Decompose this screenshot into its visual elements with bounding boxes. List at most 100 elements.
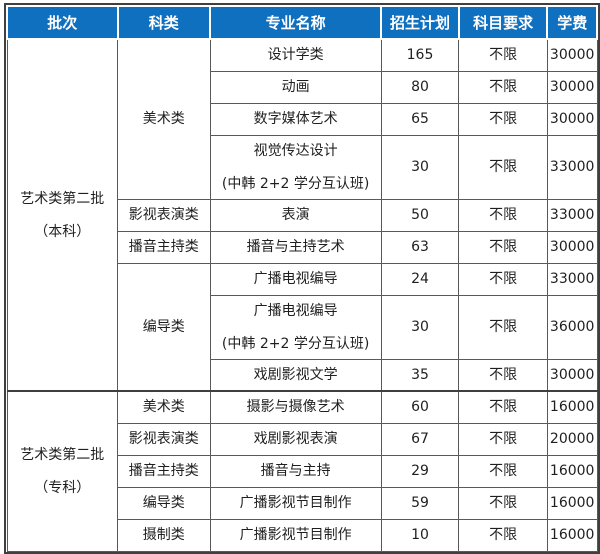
plan-cell-text: 35 [411, 366, 429, 383]
tuition-cell-text: 30000 [549, 79, 595, 95]
plan-cell: 63 [380, 230, 460, 264]
subject-req-cell-text: 不限 [489, 431, 518, 447]
category-cell-text: 影视表演类 [128, 431, 199, 447]
tuition-cell: 16000 [546, 390, 598, 424]
tuition-cell-text: 20000 [549, 431, 595, 447]
category-cell: 影视表演类 [117, 198, 211, 232]
major-cell: 摄影与摄像艺术 [209, 390, 382, 424]
header-batch: 批次 [6, 5, 119, 40]
plan-cell: 65 [380, 102, 460, 136]
major-cell: 戏剧影视文学 [209, 358, 382, 392]
major-cell: 动画 [209, 70, 382, 104]
plan-cell-text: 30 [411, 159, 429, 175]
plan-cell-text: 30 [411, 319, 429, 335]
major-cell: 广播电视编导 [209, 262, 382, 296]
category-cell: 美术类 [117, 390, 211, 424]
tuition-cell: 30000 [546, 38, 598, 72]
plan-cell: 29 [380, 454, 460, 488]
plan-cell: 10 [380, 518, 460, 552]
tuition-cell: 16000 [546, 454, 598, 488]
major-cell-text: 广播影视节目制作 [239, 527, 352, 543]
tuition-cell-text: 33000 [549, 207, 595, 223]
subject-req-cell: 不限 [458, 454, 548, 488]
category-cell-text: 美术类 [142, 111, 185, 128]
tuition-cell: 16000 [546, 518, 598, 552]
category-cell: 摄制类 [117, 518, 211, 552]
plan-cell-text: 165 [406, 47, 434, 64]
subject-req-cell-text: 不限 [489, 47, 518, 64]
tuition-cell-text: 16000 [549, 399, 595, 416]
subject-req-cell-text: 不限 [489, 271, 518, 287]
major-cell: 设计学类 [209, 38, 382, 72]
tuition-cell-text: 30000 [549, 47, 595, 64]
major-cell: 播音与主持 [209, 454, 382, 488]
plan-cell-text: 10 [411, 527, 429, 543]
tuition-cell: 20000 [546, 422, 598, 456]
admissions-table-grid: 批次 科类 专业名称 招生计划 科目要求 学费 艺术类第二批 （本科） 美术类 设计学… [6, 5, 598, 552]
category-cell-text: 编导类 [142, 318, 185, 335]
header-category: 科类 [116, 5, 212, 40]
subject-req-cell: 不限 [458, 230, 548, 264]
tuition-cell-text: 33000 [549, 271, 595, 287]
category-cell-text: 播音主持类 [128, 463, 199, 479]
major-cell-text: (中韩 2+2 学分互认班) [221, 335, 370, 352]
table-body: 艺术类第二批 （本科） 美术类 设计学类 165 不限 30000 动画 80 不限 30000 数字… [6, 38, 598, 552]
plan-cell-text: 80 [411, 79, 429, 95]
subject-req-cell-text: 不限 [489, 239, 518, 255]
tuition-cell-text: 30000 [549, 366, 595, 383]
subject-req-cell: 不限 [458, 70, 548, 104]
plan-cell-text: 60 [411, 399, 429, 416]
tuition-cell: 30000 [546, 102, 598, 136]
plan-cell-text: 24 [411, 271, 429, 287]
plan-cell-text: 59 [411, 495, 429, 511]
subject-req-cell: 不限 [458, 198, 548, 232]
major-cell-text: 摄影与摄像艺术 [246, 399, 345, 416]
category-cell: 美术类 [117, 38, 211, 200]
major-cell-text: 戏剧影视文学 [253, 366, 338, 383]
tuition-cell: 36000 [546, 294, 598, 360]
category-cell-text: 摄制类 [142, 527, 185, 543]
tuition-cell-text: 30000 [549, 111, 595, 127]
subject-req-cell-text: 不限 [489, 366, 518, 383]
header-tuition: 学费 [546, 5, 598, 40]
tuition-cell-text: 16000 [549, 495, 595, 511]
tuition-cell: 30000 [546, 230, 598, 264]
subject-req-cell-text: 不限 [489, 463, 518, 479]
subject-req-cell: 不限 [458, 486, 548, 520]
plan-cell: 35 [380, 358, 460, 392]
category-cell: 播音主持类 [117, 454, 211, 488]
category-cell: 影视表演类 [117, 422, 211, 456]
batch-cell: 艺术类第二批 （本科） [6, 38, 118, 392]
tuition-cell: 33000 [546, 262, 598, 296]
subject-req-cell: 不限 [458, 262, 548, 296]
table-row: 视觉传达设计 (中韩 2+2 学分互认班) 30 不限 33000 [7, 134, 598, 200]
tuition-cell: 33000 [546, 134, 598, 200]
tuition-cell: 16000 [546, 486, 598, 520]
plan-cell: 60 [380, 390, 460, 424]
table-row: 艺术类第二批 （本科） 美术类 设计学类 165 不限 30000 [6, 38, 598, 392]
subject-req-cell: 不限 [458, 422, 548, 456]
plan-cell: 50 [380, 198, 460, 232]
tuition-cell-text: 16000 [549, 527, 595, 543]
major-cell: 广播电视编导 (中韩 2+2 学分互认班) [209, 294, 382, 360]
table-row: 动画 80 不限 30000 [7, 70, 598, 104]
table-row: 数字媒体艺术 65 不限 30000 [7, 102, 598, 136]
category-cell-text: 美术类 [142, 399, 185, 416]
table-row: 戏剧影视文学 35 不限 30000 [7, 358, 598, 392]
plan-cell: 24 [380, 262, 460, 296]
subject-req-cell: 不限 [458, 518, 548, 552]
batch-cell-text: （本科） [34, 223, 91, 240]
table-row: 播音主持类 播音与主持 29 不限 16000 [7, 454, 598, 488]
tuition-cell: 30000 [546, 358, 598, 392]
major-cell-text: 播音与主持艺术 [246, 239, 345, 255]
admissions-table: 批次 科类 专业名称 招生计划 科目要求 学费 艺术类第二批 （本科） 美术类 设计学… [4, 3, 600, 554]
tuition-cell-text: 33000 [549, 159, 595, 175]
subject-req-cell: 不限 [458, 358, 548, 392]
batch-cell-text: 艺术类第二批 [20, 446, 105, 463]
category-cell: 编导类 [117, 262, 211, 392]
major-cell-text: 设计学类 [267, 47, 324, 64]
header-row: 批次 科类 专业名称 招生计划 科目要求 学费 [6, 5, 598, 40]
plan-cell: 165 [380, 38, 460, 72]
subject-req-cell-text: 不限 [489, 79, 518, 95]
subject-req-cell-text: 不限 [489, 527, 518, 543]
